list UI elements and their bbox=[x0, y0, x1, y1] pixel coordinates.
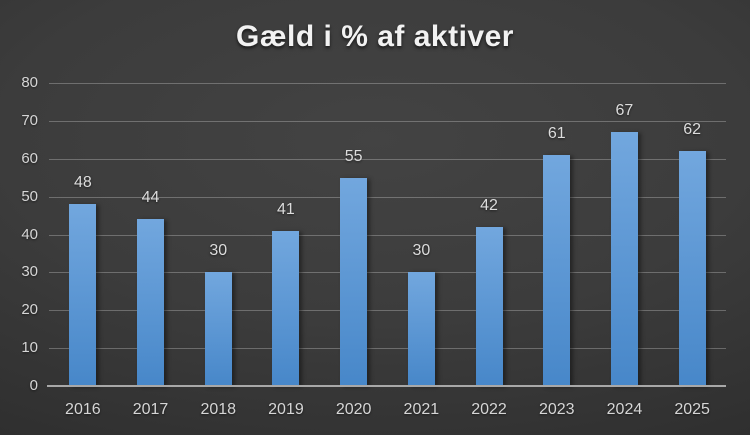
x-axis-label: 2021 bbox=[403, 401, 440, 418]
bar-value-label: 55 bbox=[344, 147, 363, 165]
bar-value-label: 61 bbox=[547, 124, 566, 142]
gridline bbox=[49, 83, 726, 84]
chart-title: Gæld i % af aktiver bbox=[236, 20, 514, 53]
bar bbox=[272, 230, 300, 386]
bar bbox=[69, 204, 97, 386]
x-axis-label: 2017 bbox=[132, 401, 169, 418]
bar-value-label: 42 bbox=[480, 196, 498, 214]
gridline bbox=[49, 158, 726, 160]
bar bbox=[475, 226, 503, 386]
y-axis-label: 80 bbox=[21, 74, 38, 91]
gridline bbox=[49, 348, 726, 350]
y-axis-label: 30 bbox=[21, 263, 38, 281]
y-axis-label: 70 bbox=[21, 111, 38, 129]
gridline bbox=[49, 120, 726, 122]
bar bbox=[204, 272, 232, 386]
x-axis-label: 2019 bbox=[268, 401, 304, 418]
x-axis-label: 2023 bbox=[538, 401, 575, 418]
bar bbox=[543, 154, 571, 386]
bar bbox=[340, 177, 368, 386]
y-axis-label: 20 bbox=[21, 301, 38, 319]
x-axis-label: 2020 bbox=[335, 401, 372, 418]
gridline bbox=[49, 310, 726, 312]
bar-value-label: 62 bbox=[683, 121, 702, 139]
bar bbox=[678, 151, 706, 386]
x-axis-label: 2018 bbox=[200, 401, 237, 418]
x-axis-label: 2022 bbox=[471, 401, 507, 418]
x-axis-line bbox=[47, 385, 726, 387]
x-axis-label: 2024 bbox=[606, 401, 643, 418]
bar bbox=[610, 132, 638, 386]
gridline bbox=[49, 196, 726, 198]
x-axis-label: 2016 bbox=[65, 401, 101, 418]
y-axis-label: 0 bbox=[29, 377, 38, 394]
x-axis-label: 2025 bbox=[674, 401, 710, 418]
gridline bbox=[49, 234, 726, 236]
y-axis-label: 50 bbox=[21, 187, 38, 205]
gridline bbox=[49, 272, 726, 274]
bar-value-label: 67 bbox=[615, 102, 634, 120]
bar-value-label: 30 bbox=[209, 242, 228, 260]
bar bbox=[137, 219, 165, 386]
bar-value-label: 44 bbox=[141, 189, 160, 207]
bar-value-label: 48 bbox=[73, 174, 92, 192]
bar-value-label: 41 bbox=[277, 200, 295, 218]
y-axis-label: 40 bbox=[21, 225, 38, 243]
bar-value-label: 30 bbox=[412, 242, 431, 260]
bar bbox=[407, 272, 435, 386]
y-axis-label: 60 bbox=[21, 149, 38, 167]
y-axis-label: 10 bbox=[21, 339, 38, 357]
